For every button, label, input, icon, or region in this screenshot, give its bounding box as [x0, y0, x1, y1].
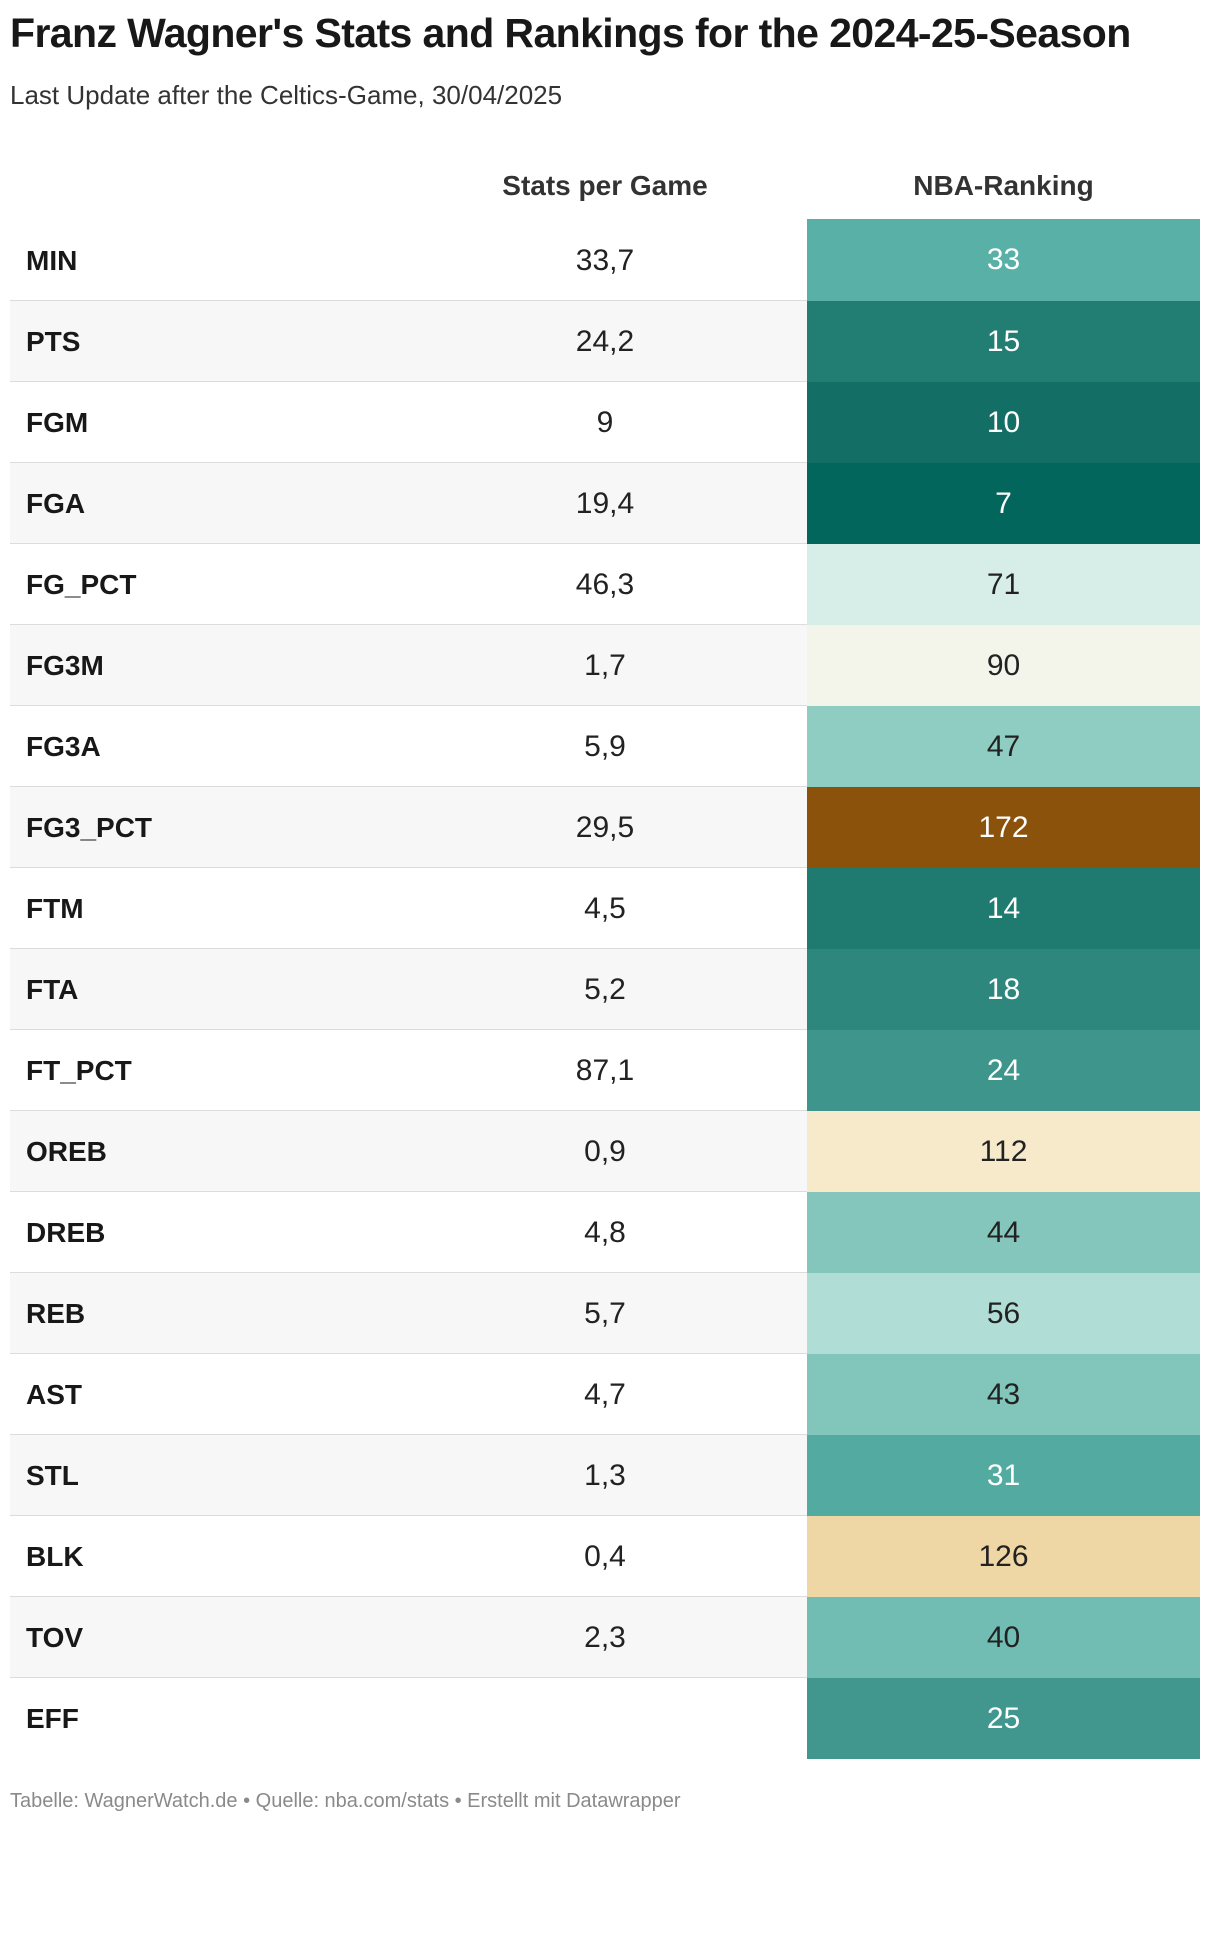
row-label: FTA — [26, 974, 79, 1005]
row-label: BLK — [26, 1541, 84, 1572]
table-row: FG3M 1,7 90 — [10, 625, 1200, 706]
row-label: OREB — [26, 1136, 107, 1167]
row-label: TOV — [26, 1622, 84, 1653]
page-subtitle: Last Update after the Celtics-Game, 30/0… — [10, 80, 563, 110]
table-row: TOV 2,3 40 — [10, 1597, 1200, 1678]
table-row: FG3_PCT 29,5 172 — [10, 787, 1200, 868]
stat-value: 87,1 — [575, 1054, 635, 1087]
row-label: REB — [26, 1298, 86, 1329]
ranking-cell: 172 — [807, 787, 1200, 868]
table-row: BLK 0,4 126 — [10, 1516, 1200, 1597]
ranking-cell: 43 — [807, 1354, 1200, 1435]
ranking-cell: 71 — [807, 544, 1200, 625]
row-label: EFF — [26, 1703, 79, 1734]
stat-value: 9 — [596, 406, 614, 439]
stat-value: 5,9 — [584, 730, 626, 763]
ranking-cell: 47 — [807, 706, 1200, 787]
stat-value: 33,7 — [575, 244, 635, 277]
row-label: FG3A — [26, 731, 101, 762]
ranking-cell: 126 — [807, 1516, 1200, 1597]
table-row: MIN 33,7 33 — [10, 219, 1200, 301]
ranking-cell: 7 — [807, 463, 1200, 544]
stat-value: 24,2 — [575, 325, 635, 358]
row-label: FG3_PCT — [26, 812, 153, 843]
table-row: DREB 4,8 44 — [10, 1192, 1200, 1273]
ranking-cell: 56 — [807, 1273, 1200, 1354]
table-row: FTM 4,5 14 — [10, 868, 1200, 949]
ranking-cell: 15 — [807, 301, 1200, 382]
row-label: FTM — [26, 893, 84, 924]
stat-value: 4,5 — [584, 892, 626, 925]
column-header-ranking: NBA-Ranking — [913, 170, 1094, 201]
column-header-stats: Stats per Game — [502, 170, 708, 201]
table-row: AST 4,7 43 — [10, 1354, 1200, 1435]
stat-value: 4,8 — [584, 1216, 626, 1249]
stat-value: 1,3 — [584, 1459, 626, 1492]
stat-value: 0,4 — [584, 1540, 626, 1573]
stat-value: 1,7 — [584, 649, 626, 682]
stat-value — [410, 1678, 800, 1759]
stat-value: 5,7 — [584, 1297, 626, 1330]
row-label: FG3M — [26, 650, 104, 681]
ranking-cell: 25 — [807, 1678, 1200, 1759]
ranking-cell: 18 — [807, 949, 1200, 1030]
ranking-cell: 33 — [807, 219, 1200, 301]
table-row: REB 5,7 56 — [10, 1273, 1200, 1354]
ranking-cell: 112 — [807, 1111, 1200, 1192]
table-row: PTS 24,2 15 — [10, 301, 1200, 382]
row-label: PTS — [26, 326, 81, 357]
ranking-cell: 14 — [807, 868, 1200, 949]
ranking-cell: 24 — [807, 1030, 1200, 1111]
table-row: FG_PCT 46,3 71 — [10, 544, 1200, 625]
stat-value: 46,3 — [575, 568, 635, 601]
ranking-cell: 10 — [807, 382, 1200, 463]
stats-table: Stats per Game NBA-Ranking MIN 33,7 33 PTS 2… — [10, 150, 1200, 1759]
row-label: FG_PCT — [26, 569, 137, 600]
table-row: STL 1,3 31 — [10, 1435, 1200, 1516]
table-body: MIN 33,7 33 PTS 24,2 15 FGM 9 10 FGA 19,4 7 FG_PCT 46… — [10, 219, 1200, 1759]
stat-value: 0,9 — [584, 1135, 626, 1168]
row-label: FGA — [26, 488, 86, 519]
ranking-cell: 44 — [807, 1192, 1200, 1273]
row-label: DREB — [26, 1217, 106, 1248]
stat-value: 29,5 — [575, 811, 635, 844]
table-row: FGA 19,4 7 — [10, 463, 1200, 544]
stat-value: 2,3 — [584, 1621, 626, 1654]
table-row: FGM 9 10 — [10, 382, 1200, 463]
table-header: Stats per Game NBA-Ranking — [10, 150, 1200, 220]
row-label: STL — [26, 1460, 79, 1491]
ranking-cell: 40 — [807, 1597, 1200, 1678]
row-label: MIN — [26, 245, 78, 276]
row-label: FT_PCT — [26, 1055, 132, 1086]
page-title: Franz Wagner's Stats and Rankings for th… — [10, 10, 1131, 56]
stat-value: 5,2 — [584, 973, 626, 1006]
stat-value: 4,7 — [584, 1378, 626, 1411]
table-row: FT_PCT 87,1 24 — [10, 1030, 1200, 1111]
table-row: EFF 25 — [10, 1678, 1200, 1759]
ranking-cell: 31 — [807, 1435, 1200, 1516]
ranking-cell: 90 — [807, 625, 1200, 706]
table-row: FTA 5,2 18 — [10, 949, 1200, 1030]
table-row: OREB 0,9 112 — [10, 1111, 1200, 1192]
table-row: FG3A 5,9 47 — [10, 706, 1200, 787]
row-label: AST — [26, 1379, 82, 1410]
footer-credit: Tabelle: WagnerWatch.de • Quelle: nba.co… — [10, 1790, 681, 1812]
stat-value: 19,4 — [575, 487, 635, 520]
row-label: FGM — [26, 407, 89, 438]
